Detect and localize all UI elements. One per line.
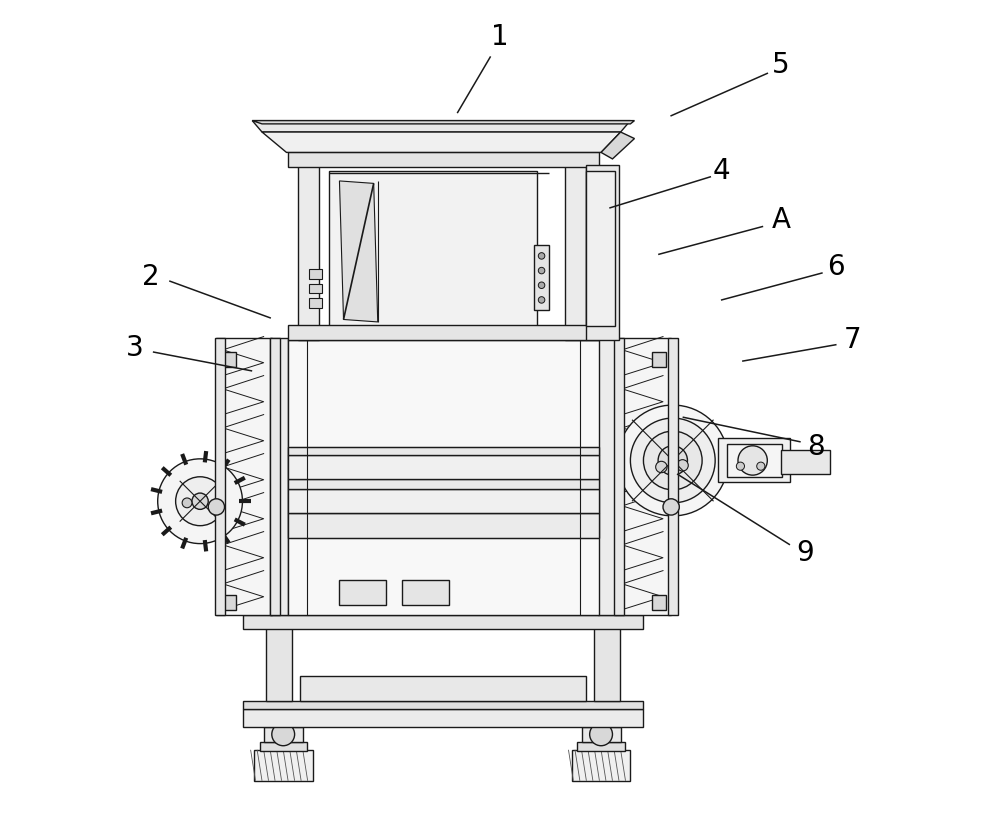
Polygon shape	[339, 181, 378, 322]
Text: 7: 7	[843, 326, 861, 354]
Bar	[582, 727, 621, 742]
Text: 6: 6	[827, 253, 845, 281]
Text: 4: 4	[713, 157, 730, 185]
Circle shape	[538, 253, 545, 259]
Bar	[216, 338, 272, 615]
Bar	[264, 727, 303, 742]
Bar	[534, 244, 549, 310]
Bar	[586, 165, 619, 340]
Circle shape	[663, 499, 679, 515]
Circle shape	[590, 723, 612, 746]
Bar	[339, 580, 386, 605]
Bar	[652, 595, 666, 610]
Bar	[594, 628, 620, 701]
Circle shape	[272, 723, 295, 746]
Bar	[298, 165, 319, 340]
Circle shape	[538, 267, 545, 274]
Bar	[288, 325, 599, 340]
Text: 8: 8	[807, 433, 825, 460]
Circle shape	[182, 498, 192, 508]
Bar	[781, 450, 830, 474]
Circle shape	[738, 446, 767, 475]
Bar	[215, 338, 225, 615]
Text: 3: 3	[126, 334, 144, 362]
Circle shape	[208, 499, 225, 515]
Bar	[572, 750, 630, 781]
Bar	[309, 298, 322, 308]
Bar	[727, 444, 782, 477]
Bar	[243, 701, 643, 709]
Bar	[288, 489, 599, 513]
Bar	[266, 628, 292, 701]
Bar	[270, 338, 288, 615]
Circle shape	[656, 461, 667, 473]
Circle shape	[658, 446, 687, 475]
Bar	[577, 742, 625, 751]
Bar	[309, 269, 322, 279]
Circle shape	[630, 418, 715, 503]
Bar	[616, 338, 671, 615]
Polygon shape	[262, 132, 621, 152]
Bar	[288, 455, 599, 479]
Bar	[300, 676, 586, 701]
Circle shape	[677, 460, 688, 471]
Bar	[243, 709, 643, 727]
Circle shape	[736, 462, 745, 470]
Bar	[288, 152, 599, 167]
Bar	[309, 284, 322, 293]
Bar	[254, 750, 313, 781]
Circle shape	[176, 477, 225, 526]
Bar	[402, 580, 449, 605]
Polygon shape	[601, 132, 634, 159]
Bar	[718, 438, 790, 482]
Circle shape	[192, 493, 208, 509]
Bar	[288, 513, 599, 538]
Bar	[668, 338, 678, 615]
Text: 1: 1	[491, 23, 509, 51]
Circle shape	[643, 431, 702, 490]
Bar	[260, 742, 307, 751]
Circle shape	[538, 297, 545, 303]
Text: 9: 9	[797, 539, 814, 566]
Text: 2: 2	[142, 263, 160, 291]
Bar	[652, 352, 666, 367]
Text: 5: 5	[772, 51, 790, 79]
Bar	[270, 338, 280, 615]
Bar	[221, 352, 236, 367]
Polygon shape	[252, 121, 630, 132]
Bar	[329, 171, 537, 326]
Polygon shape	[252, 121, 634, 124]
Bar	[243, 615, 643, 629]
Bar	[598, 338, 616, 615]
Circle shape	[757, 462, 765, 470]
Circle shape	[158, 459, 242, 544]
Circle shape	[617, 405, 728, 516]
Bar	[288, 479, 599, 489]
Bar	[565, 165, 586, 340]
Bar	[288, 447, 599, 455]
Text: A: A	[772, 206, 791, 234]
Bar	[221, 595, 236, 610]
Bar	[586, 171, 615, 326]
Circle shape	[538, 282, 545, 289]
Bar	[614, 338, 624, 615]
Bar	[288, 340, 599, 615]
